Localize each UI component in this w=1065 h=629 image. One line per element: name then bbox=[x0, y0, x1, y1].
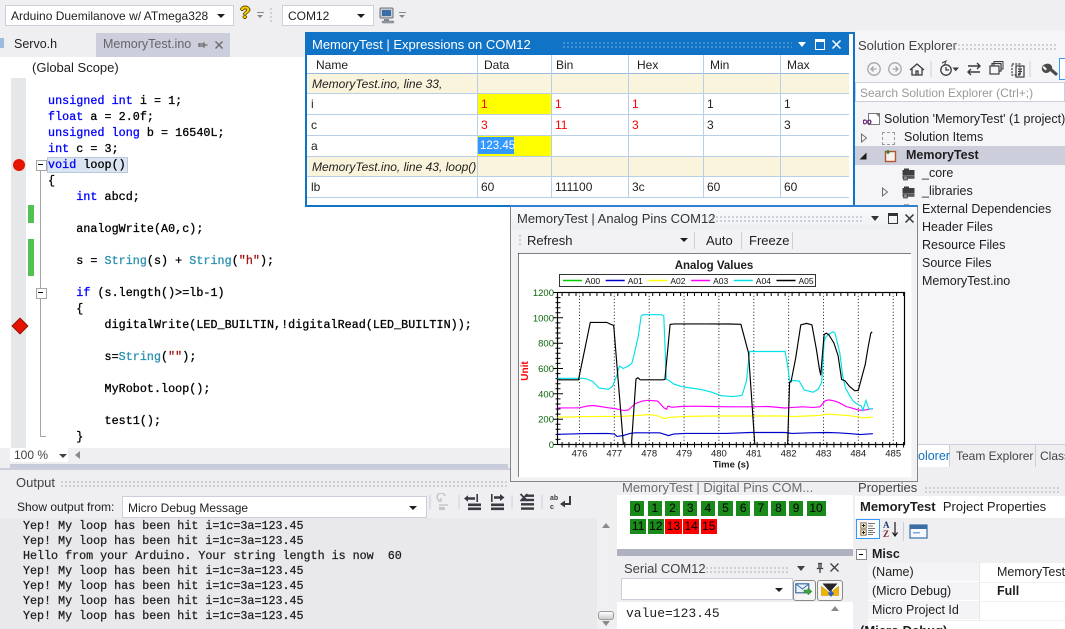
svg-text:ab: ab bbox=[550, 495, 558, 502]
svg-text:481: 481 bbox=[746, 449, 762, 460]
svg-text:476: 476 bbox=[572, 449, 588, 460]
svg-text:485: 485 bbox=[885, 449, 901, 460]
svg-text:Z: Z bbox=[883, 529, 889, 538]
svg-text:483: 483 bbox=[816, 449, 832, 460]
svg-text:478: 478 bbox=[641, 449, 657, 460]
svg-text:479: 479 bbox=[676, 449, 692, 460]
svg-text:1000: 1000 bbox=[533, 313, 554, 324]
svg-text:A04: A04 bbox=[756, 276, 771, 286]
svg-text:Time (s): Time (s) bbox=[713, 460, 749, 471]
svg-text:400: 400 bbox=[538, 389, 554, 400]
svg-text:Analog Values: Analog Values bbox=[675, 260, 754, 272]
svg-text:A03: A03 bbox=[713, 276, 728, 286]
svg-text:600: 600 bbox=[538, 364, 554, 375]
svg-text:484: 484 bbox=[850, 449, 866, 460]
svg-text:480: 480 bbox=[711, 449, 727, 460]
svg-text:477: 477 bbox=[606, 449, 622, 460]
svg-text:c: c bbox=[550, 504, 554, 511]
svg-text:A01: A01 bbox=[628, 276, 643, 286]
svg-text:482: 482 bbox=[781, 449, 797, 460]
svg-text:A: A bbox=[883, 520, 890, 530]
svg-text:A02: A02 bbox=[670, 276, 685, 286]
svg-text:A00: A00 bbox=[585, 276, 600, 286]
svg-text:1200: 1200 bbox=[533, 288, 554, 299]
svg-text:∞: ∞ bbox=[863, 113, 872, 128]
svg-text:Unit: Unit bbox=[520, 361, 531, 381]
svg-text:0: 0 bbox=[549, 440, 554, 451]
svg-text:200: 200 bbox=[538, 415, 554, 426]
svg-text:A05: A05 bbox=[799, 276, 814, 286]
svg-text:800: 800 bbox=[538, 339, 554, 350]
